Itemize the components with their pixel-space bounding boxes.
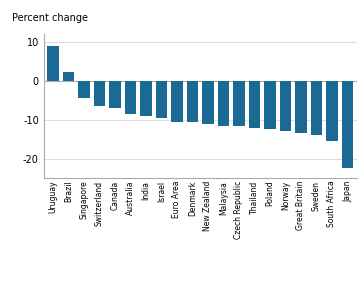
Bar — [140, 81, 152, 116]
Bar — [171, 81, 183, 122]
Text: Percent change: Percent change — [12, 13, 88, 23]
Bar — [295, 81, 307, 133]
Bar — [264, 81, 276, 129]
Bar — [341, 81, 353, 168]
Bar — [47, 46, 59, 81]
Bar — [233, 81, 245, 126]
Bar — [249, 81, 260, 127]
Bar — [280, 81, 291, 131]
Bar — [326, 81, 338, 141]
Bar — [202, 81, 214, 124]
Bar — [218, 81, 229, 126]
Bar — [63, 72, 74, 81]
Bar — [94, 81, 105, 106]
Bar — [310, 81, 322, 135]
Bar — [187, 81, 198, 122]
Bar — [78, 81, 90, 98]
Bar — [156, 81, 167, 118]
Bar — [124, 81, 136, 114]
Bar — [109, 81, 121, 108]
